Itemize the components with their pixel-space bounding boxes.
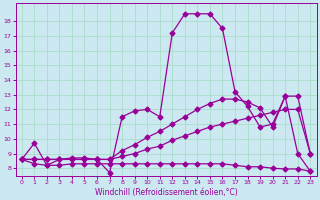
X-axis label: Windchill (Refroidissement éolien,°C): Windchill (Refroidissement éolien,°C)	[95, 188, 237, 197]
